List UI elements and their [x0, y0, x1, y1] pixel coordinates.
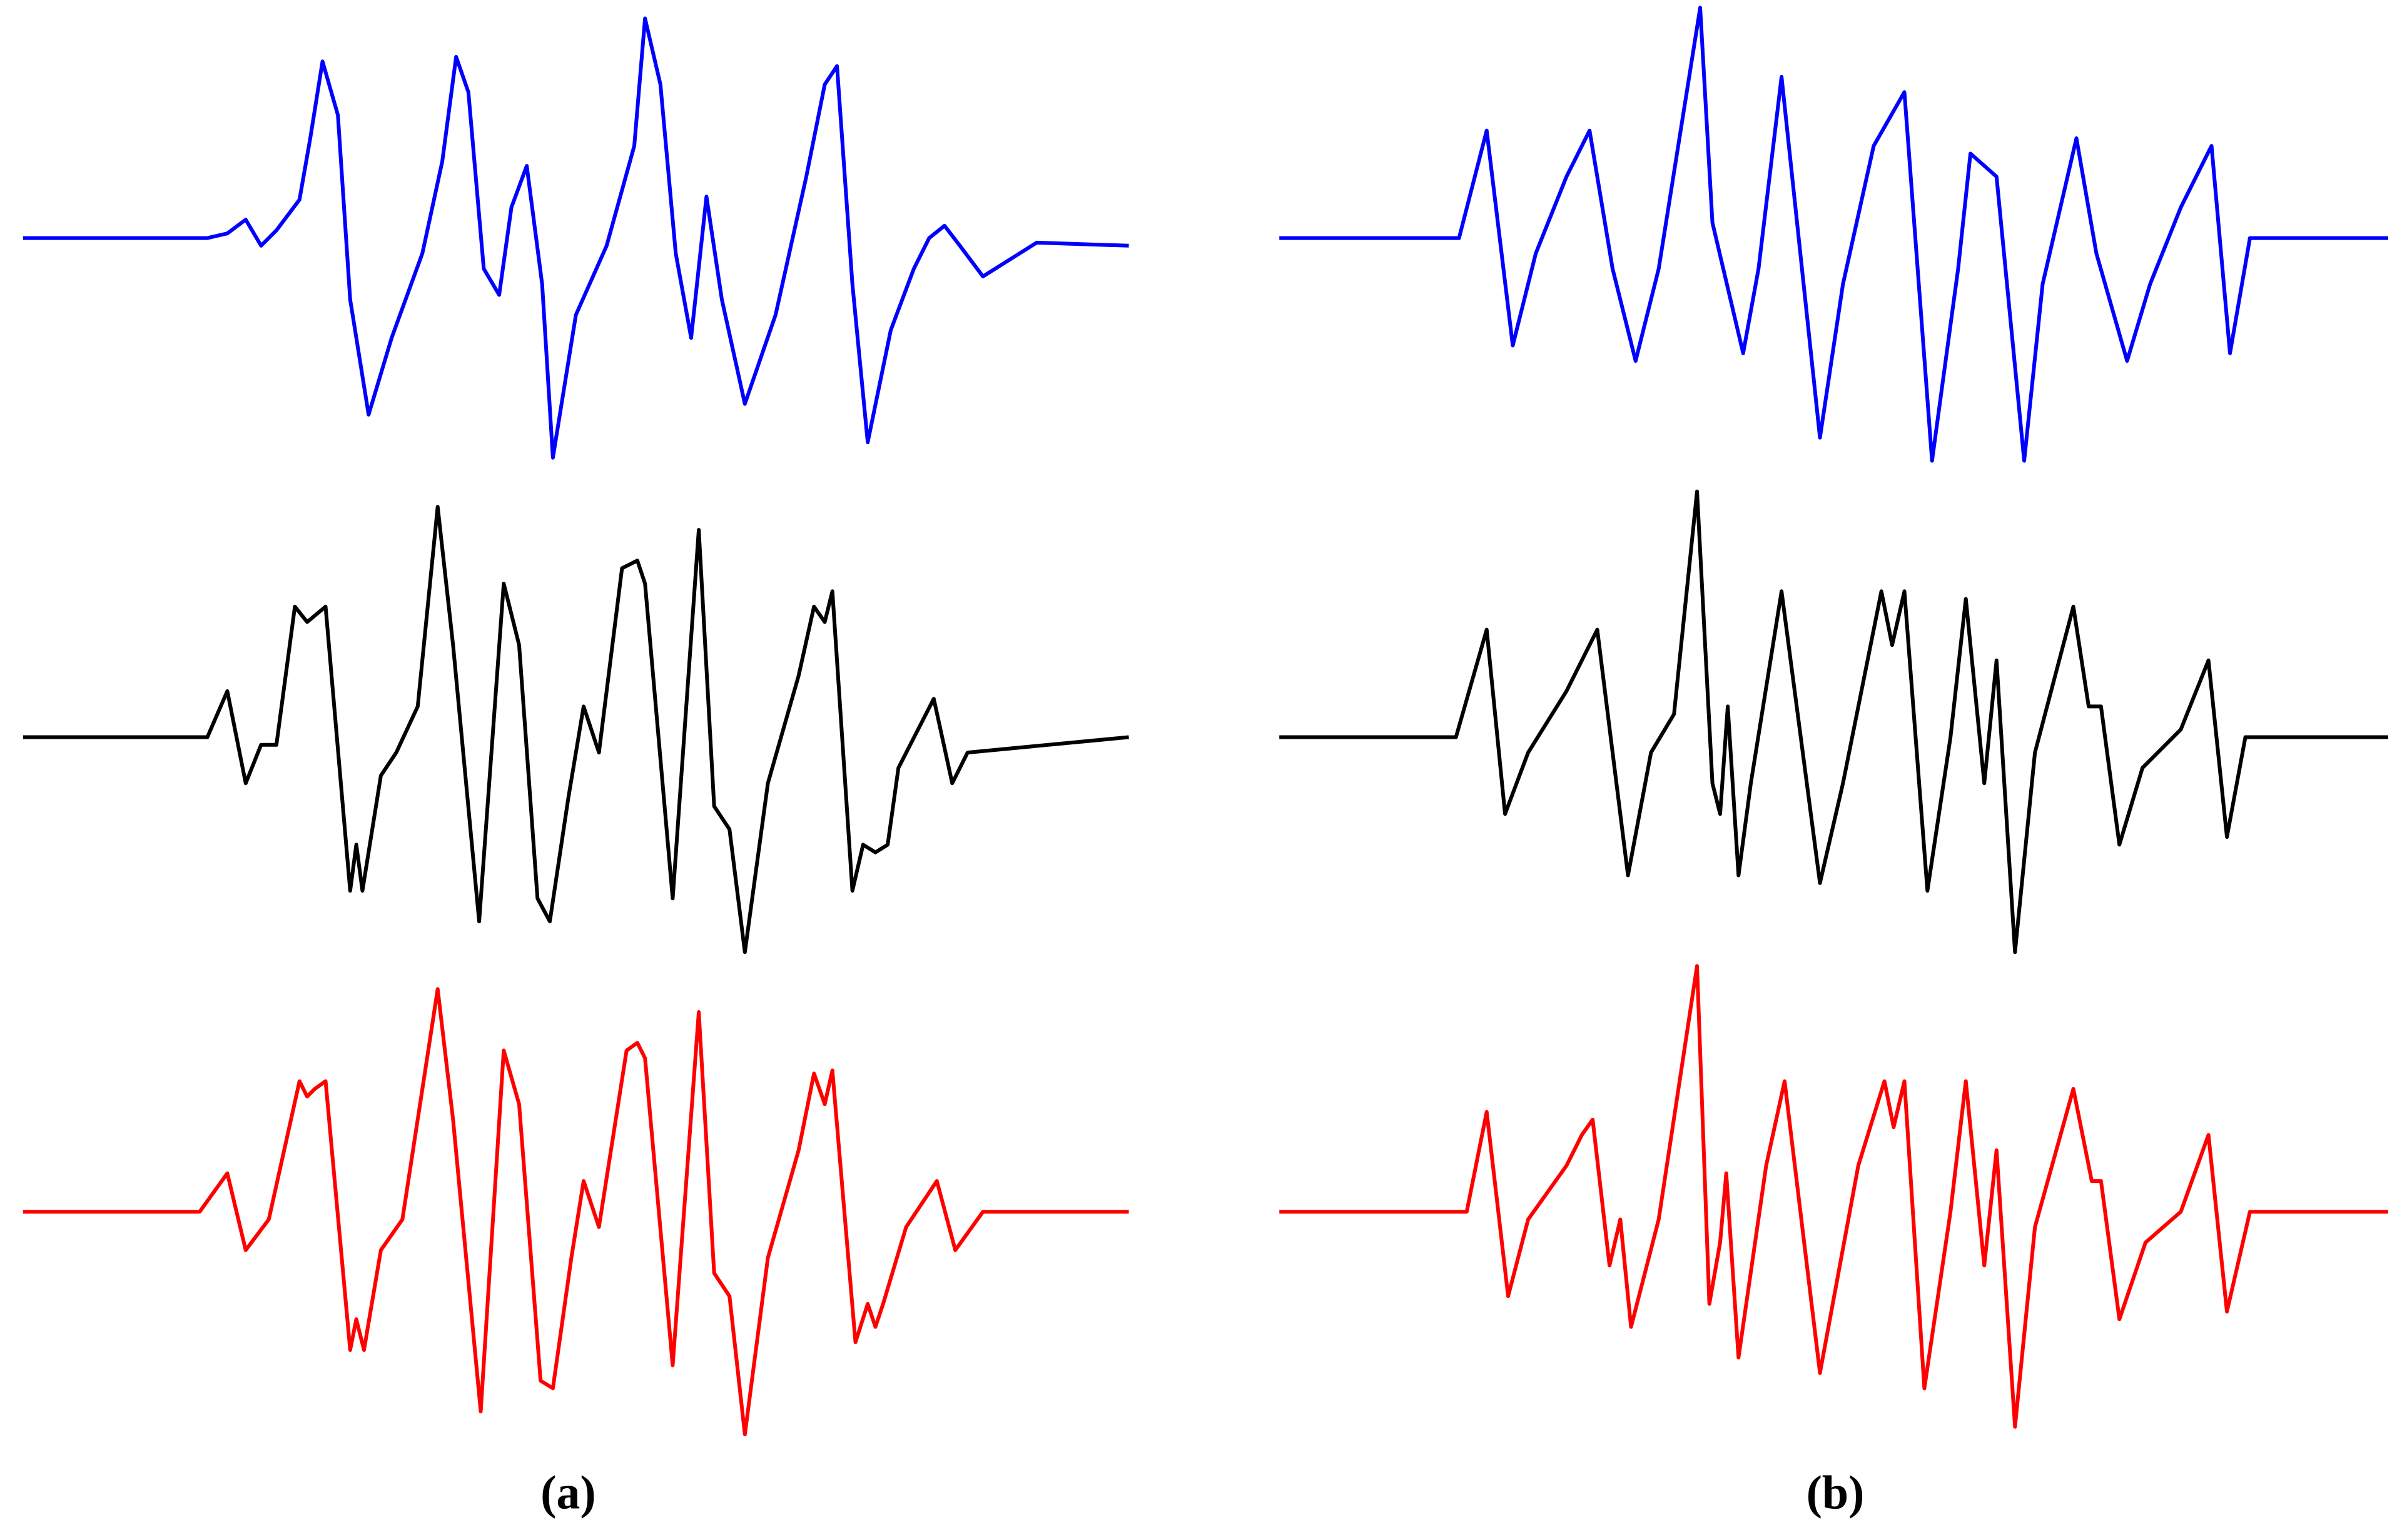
spectrum-line [23, 987, 1129, 1437]
spectrum-line [1279, 489, 2388, 955]
spectrum-line [23, 505, 1129, 955]
spectrum-line [1279, 964, 2388, 1429]
spectrum-line [23, 16, 1129, 460]
spectrum-line [1279, 6, 2388, 463]
panel-label: (b) [1807, 1466, 1865, 1519]
panel-label: (a) [540, 1466, 596, 1519]
